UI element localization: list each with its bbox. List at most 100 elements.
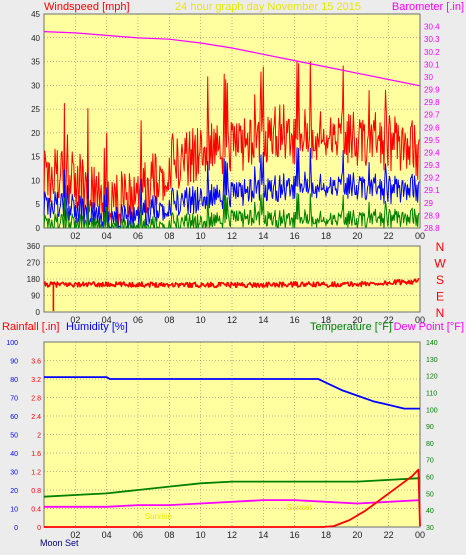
1-x-tick-label: 16 bbox=[290, 315, 300, 325]
baro-y-tick-label: 28.8 bbox=[424, 224, 440, 233]
direction-y-tick-label: 270 bbox=[27, 259, 41, 268]
baro-y-tick-label: 29.8 bbox=[424, 98, 440, 107]
2-x-tick-label: 00 bbox=[415, 530, 425, 540]
temperature-line bbox=[43, 477, 421, 498]
1-x-tick-label: 22 bbox=[384, 315, 394, 325]
temperature-y-tick-label: 100 bbox=[426, 407, 438, 414]
baro-y-tick-label: 29.4 bbox=[424, 148, 440, 157]
temperature-axis-label: Temperature [°F] bbox=[310, 321, 392, 333]
wind-avg-line bbox=[43, 147, 420, 229]
humidity-y-tick-label: 40 bbox=[10, 451, 18, 458]
2-x-tick-label: 20 bbox=[352, 530, 362, 540]
0-x-tick-label: 22 bbox=[384, 231, 394, 241]
rain-y-tick-label: 0.4 bbox=[31, 507, 41, 514]
1-x-tick-label: 00 bbox=[415, 315, 425, 325]
wind-y-tick-label: 45 bbox=[31, 10, 40, 19]
windspeed-axis-label: Windspeed [mph] bbox=[44, 1, 130, 13]
wind-min-line bbox=[43, 192, 420, 229]
rain-y-tick-label: 1.2 bbox=[31, 470, 41, 477]
1-x-tick-label: 06 bbox=[133, 315, 143, 325]
baro-y-tick-label: 28.9 bbox=[424, 211, 440, 220]
0-x-tick-label: 08 bbox=[164, 231, 174, 241]
rain-y-tick-label: 2.8 bbox=[31, 396, 41, 403]
baro-y-tick-label: 29.2 bbox=[424, 174, 440, 183]
1-x-tick-label: 18 bbox=[321, 315, 331, 325]
direction-y-tick-label: 180 bbox=[27, 275, 41, 284]
rain-y-tick-label: 2.4 bbox=[31, 414, 41, 421]
baro-y-tick-label: 29.7 bbox=[424, 111, 440, 120]
wind-y-tick-label: 5 bbox=[36, 200, 41, 209]
sunrise-label: Sunrise bbox=[145, 512, 173, 521]
2-x-tick-label: 22 bbox=[384, 530, 394, 540]
wind-y-tick-label: 30 bbox=[31, 81, 40, 90]
temperature-y-tick-label: 80 bbox=[426, 441, 434, 448]
temperature-y-tick-label: 130 bbox=[426, 357, 438, 364]
2-x-tick-label: 16 bbox=[290, 530, 300, 540]
temperature-y-tick-label: 40 bbox=[426, 508, 434, 515]
1-x-tick-label: 12 bbox=[227, 315, 237, 325]
temperature-y-tick-label: 70 bbox=[426, 458, 434, 465]
humidity-axis-label: Humidity [%] bbox=[66, 321, 128, 333]
humidity-line bbox=[44, 376, 420, 410]
baro-y-tick-label: 29.5 bbox=[424, 136, 440, 145]
baro-y-tick-label: 30 bbox=[424, 73, 433, 82]
baro-y-tick-label: 29.6 bbox=[424, 123, 440, 132]
1-x-tick-label: 20 bbox=[352, 315, 362, 325]
0-x-tick-label: 16 bbox=[290, 231, 300, 241]
0-x-tick-label: 02 bbox=[70, 231, 80, 241]
wind-y-tick-label: 40 bbox=[31, 34, 40, 43]
temperature-y-tick-label: 140 bbox=[426, 340, 438, 347]
rain-y-tick-label: 0 bbox=[37, 525, 41, 532]
direction-y-tick-label: 360 bbox=[27, 242, 41, 251]
direction-y-tick-label: 90 bbox=[31, 292, 40, 301]
humidity-y-tick-label: 30 bbox=[10, 470, 18, 477]
2-x-tick-label: 08 bbox=[164, 530, 174, 540]
humidity-y-tick-label: 60 bbox=[10, 414, 18, 421]
compass-label: S bbox=[436, 273, 444, 287]
0-x-tick-label: 00 bbox=[415, 231, 425, 241]
1-x-tick-label: 04 bbox=[102, 315, 112, 325]
1-x-tick-label: 02 bbox=[70, 315, 80, 325]
temperature-y-tick-label: 120 bbox=[426, 374, 438, 381]
baro-y-tick-label: 29.3 bbox=[424, 161, 440, 170]
rainfall-axis-label: Rainfall [.in] bbox=[2, 321, 59, 333]
humidity-y-tick-label: 10 bbox=[10, 507, 18, 514]
humidity-y-tick-label: 100 bbox=[6, 340, 18, 347]
barometer-axis-label: Barometer [.in] bbox=[392, 1, 464, 13]
dewpoint-line bbox=[44, 499, 421, 508]
baro-y-tick-label: 30.3 bbox=[424, 35, 440, 44]
wind-y-tick-label: 10 bbox=[31, 176, 40, 185]
humidity-y-tick-label: 50 bbox=[10, 433, 18, 440]
direction-y-tick-label: 0 bbox=[36, 308, 41, 317]
rain-y-tick-label: 0.8 bbox=[31, 488, 41, 495]
0-x-tick-label: 04 bbox=[102, 231, 112, 241]
2-x-tick-label: 06 bbox=[133, 530, 143, 540]
0-x-tick-label: 06 bbox=[133, 231, 143, 241]
compass-label: N bbox=[436, 240, 445, 254]
rainfall-line bbox=[44, 468, 421, 528]
baro-y-tick-label: 29 bbox=[424, 199, 433, 208]
2-x-tick-label: 14 bbox=[258, 530, 268, 540]
graph-title: 24 hour graph day November 15 2015 bbox=[175, 1, 361, 13]
1-x-tick-label: 10 bbox=[196, 315, 206, 325]
compass-label: E bbox=[436, 290, 444, 304]
rain-y-tick-label: 1.6 bbox=[31, 451, 41, 458]
1-x-tick-label: 14 bbox=[258, 315, 268, 325]
humidity-y-tick-label: 0 bbox=[14, 525, 18, 532]
2-x-tick-label: 02 bbox=[70, 530, 80, 540]
temperature-y-tick-label: 90 bbox=[426, 424, 434, 431]
rain-y-tick-label: 3.6 bbox=[31, 359, 41, 366]
wind-direction-line bbox=[43, 278, 420, 289]
dewpoint-axis-label: Dew Point [°F] bbox=[394, 321, 464, 333]
humidity-y-tick-label: 90 bbox=[10, 359, 18, 366]
0-x-tick-label: 10 bbox=[196, 231, 206, 241]
humidity-y-tick-label: 70 bbox=[10, 396, 18, 403]
humidity-y-tick-label: 20 bbox=[10, 488, 18, 495]
baro-y-tick-label: 30.2 bbox=[424, 48, 440, 57]
compass-label: W bbox=[434, 257, 446, 271]
wind-y-tick-label: 35 bbox=[31, 58, 40, 67]
2-x-tick-label: 18 bbox=[321, 530, 331, 540]
temperature-y-tick-label: 50 bbox=[426, 491, 434, 498]
humidity-y-tick-label: 80 bbox=[10, 377, 18, 384]
